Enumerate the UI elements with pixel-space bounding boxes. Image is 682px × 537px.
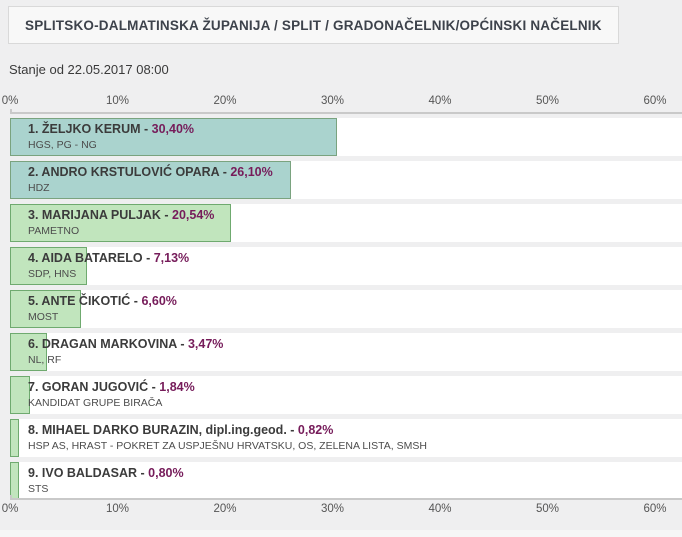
party-label: PAMETNO xyxy=(28,225,80,237)
axis-tick-label: 0% xyxy=(1,503,19,515)
x-axis-line-bottom xyxy=(10,495,682,500)
candidate-label: 1. ŽELJKO KERUM - 30,40% HGS, PG - NG xyxy=(28,122,194,152)
results-bar-chart: 0% 10% 20% 30% 40% 50% 60% 1. ŽELJKO KERUM - 3… xyxy=(0,90,682,530)
candidate-name: 2. ANDRO KRSTULOVIĆ OPARA xyxy=(28,165,220,179)
result-row: 2. ANDRO KRSTULOVIĆ OPARA - 26,10% HDZ xyxy=(10,161,682,199)
candidate-name: 5. ANTE ČIKOTIĆ xyxy=(28,294,131,308)
x-axis-line-top xyxy=(10,109,682,114)
party-label: HDZ xyxy=(28,182,50,194)
candidate-label: 9. IVO BALDASAR - 0,80% STS xyxy=(28,466,184,496)
party-label: NL, RF xyxy=(28,354,62,366)
status-text: Stanje od 22.05.2017 08:00 xyxy=(9,62,169,77)
result-row: 7. GORAN JUGOVIĆ - 1,84% KANDIDAT GRUPE … xyxy=(10,376,682,414)
candidate-name: 3. MARIJANA PULJAK xyxy=(28,208,161,222)
candidate-label: 8. MIHAEL DARKO BURAZIN, dipl.ing.geod. … xyxy=(28,423,427,453)
candidate-percent: 1,84% xyxy=(159,380,195,394)
candidate-name: 7. GORAN JUGOVIĆ xyxy=(28,380,149,394)
axis-tick-label: 50% xyxy=(535,95,560,107)
axis-tick-label: 50% xyxy=(535,503,560,515)
result-row: 4. AIDA BATARELO - 7,13% SDP, HNS xyxy=(10,247,682,285)
x-axis-top: 0% 10% 20% 30% 40% 50% 60% xyxy=(0,95,682,109)
result-row: 1. ŽELJKO KERUM - 30,40% HGS, PG - NG xyxy=(10,118,682,156)
axis-tick-label: 10% xyxy=(105,95,130,107)
chart-rows: 1. ŽELJKO KERUM - 30,40% HGS, PG - NG 2.… xyxy=(10,118,682,505)
x-axis-bottom: 0% 10% 20% 30% 40% 50% 60% xyxy=(0,503,682,517)
axis-tick-label: 30% xyxy=(320,95,345,107)
value-separator: - xyxy=(137,466,149,480)
candidate-label: 4. AIDA BATARELO - 7,13% SDP, HNS xyxy=(28,251,189,281)
result-bar xyxy=(10,419,19,457)
axis-tick-label: 60% xyxy=(643,503,667,515)
axis-tick-label: 20% xyxy=(213,95,237,107)
candidate-label: 7. GORAN JUGOVIĆ - 1,84% KANDIDAT GRUPE … xyxy=(28,380,195,410)
candidate-percent: 30,40% xyxy=(151,122,195,136)
axis-tick-label: 40% xyxy=(428,503,452,515)
result-row: 9. IVO BALDASAR - 0,80% STS xyxy=(10,462,682,500)
party-label: HSP AS, HRAST - POKRET ZA USPJEŠNU HRVAT… xyxy=(28,440,427,452)
breadcrumb[interactable]: SPLITSKO-DALMATINSKA ŽUPANIJA / SPLIT / … xyxy=(8,6,619,44)
axis-tick-label: 20% xyxy=(213,503,237,515)
value-separator: - xyxy=(142,251,154,265)
candidate-percent: 0,82% xyxy=(297,423,334,437)
candidate-percent: 7,13% xyxy=(153,251,190,265)
candidate-label: 2. ANDRO KRSTULOVIĆ OPARA - 26,10% HDZ xyxy=(28,165,273,195)
result-bar xyxy=(10,118,337,156)
candidate-name: 9. IVO BALDASAR xyxy=(28,466,138,480)
candidate-name: 1. ŽELJKO KERUM xyxy=(28,122,141,136)
candidate-percent: 0,80% xyxy=(148,466,184,480)
candidate-percent: 26,10% xyxy=(230,165,273,179)
value-separator: - xyxy=(160,208,172,222)
value-separator: - xyxy=(176,337,188,351)
value-separator: - xyxy=(148,380,160,394)
candidate-percent: 20,54% xyxy=(172,208,215,222)
axis-tick-label: 60% xyxy=(643,95,667,107)
result-row: 8. MIHAEL DARKO BURAZIN, dipl.ing.geod. … xyxy=(10,419,682,457)
candidate-name: 8. MIHAEL DARKO BURAZIN, dipl.ing.geod. xyxy=(28,423,287,437)
party-label: KANDIDAT GRUPE BIRAČA xyxy=(28,397,163,409)
result-bar xyxy=(10,333,48,371)
value-separator: - xyxy=(219,165,231,179)
result-bar xyxy=(10,161,291,199)
party-label: STS xyxy=(28,483,49,495)
axis-tick-label: 30% xyxy=(320,503,345,515)
bottom-divider xyxy=(0,530,682,537)
axis-tick-label: 0% xyxy=(1,95,19,107)
result-bar xyxy=(10,376,30,414)
candidate-label: 3. MARIJANA PULJAK - 20,54% PAMETNO xyxy=(28,208,214,238)
result-row: 3. MARIJANA PULJAK - 20,54% PAMETNO xyxy=(10,204,682,242)
result-bar xyxy=(10,247,87,285)
axis-tick-label: 40% xyxy=(428,95,452,107)
party-label: MOST xyxy=(28,311,59,323)
axis-tick-label: 10% xyxy=(105,503,130,515)
candidate-label: 6. DRAGAN MARKOVINA - 3,47% NL, RF xyxy=(28,337,223,367)
result-bar xyxy=(10,290,81,328)
candidate-percent: 3,47% xyxy=(187,337,224,351)
candidate-name: 6. DRAGAN MARKOVINA xyxy=(28,337,177,351)
candidate-name: 4. AIDA BATARELO xyxy=(28,251,143,265)
candidate-percent: 6,60% xyxy=(141,294,177,308)
party-label: HGS, PG - NG xyxy=(28,139,97,151)
party-label: SDP, HNS xyxy=(28,268,77,280)
candidate-label: 5. ANTE ČIKOTIĆ - 6,60% MOST xyxy=(28,294,177,324)
value-separator: - xyxy=(140,122,152,136)
result-bar xyxy=(10,204,231,242)
value-separator: - xyxy=(130,294,142,308)
result-row: 5. ANTE ČIKOTIĆ - 6,60% MOST xyxy=(10,290,682,328)
value-separator: - xyxy=(286,423,298,437)
result-row: 6. DRAGAN MARKOVINA - 3,47% NL, RF xyxy=(10,333,682,371)
